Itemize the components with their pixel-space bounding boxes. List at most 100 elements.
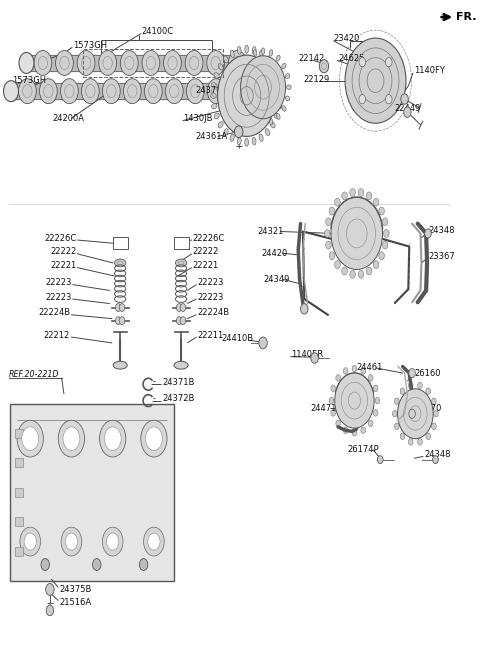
Text: 1140FY: 1140FY xyxy=(414,66,445,76)
Circle shape xyxy=(345,38,406,124)
Circle shape xyxy=(329,252,335,260)
Circle shape xyxy=(385,95,392,104)
Text: 22222: 22222 xyxy=(193,247,219,256)
Circle shape xyxy=(176,304,182,311)
Circle shape xyxy=(61,527,82,556)
Circle shape xyxy=(382,218,388,226)
Ellipse shape xyxy=(218,64,223,70)
Circle shape xyxy=(379,207,384,215)
Bar xyxy=(15,459,23,468)
Ellipse shape xyxy=(252,137,256,145)
Circle shape xyxy=(418,439,422,445)
Ellipse shape xyxy=(218,122,223,128)
Circle shape xyxy=(385,58,392,67)
Ellipse shape xyxy=(276,83,282,88)
Circle shape xyxy=(119,317,125,325)
Ellipse shape xyxy=(176,259,187,267)
Circle shape xyxy=(116,317,121,325)
Ellipse shape xyxy=(115,259,126,267)
Ellipse shape xyxy=(56,51,73,76)
Ellipse shape xyxy=(214,113,219,119)
Text: 22142: 22142 xyxy=(298,54,324,63)
Circle shape xyxy=(426,388,431,394)
Text: FR.: FR. xyxy=(456,12,477,22)
Ellipse shape xyxy=(212,103,217,109)
Text: 22224B: 22224B xyxy=(197,308,229,317)
Circle shape xyxy=(373,261,379,269)
Text: 22449: 22449 xyxy=(394,104,420,113)
Ellipse shape xyxy=(245,139,249,147)
Circle shape xyxy=(235,126,243,138)
Circle shape xyxy=(377,456,383,464)
Text: 22223: 22223 xyxy=(46,292,72,302)
Ellipse shape xyxy=(207,51,225,76)
Circle shape xyxy=(368,420,373,426)
Text: 1573GH: 1573GH xyxy=(12,76,47,85)
Circle shape xyxy=(20,527,40,556)
Text: 24420: 24420 xyxy=(262,248,288,258)
Circle shape xyxy=(373,198,379,206)
Ellipse shape xyxy=(60,79,78,104)
Circle shape xyxy=(352,365,357,372)
Ellipse shape xyxy=(269,50,273,56)
Circle shape xyxy=(366,267,372,275)
Circle shape xyxy=(432,456,438,464)
Circle shape xyxy=(116,304,121,311)
Circle shape xyxy=(325,241,331,249)
Circle shape xyxy=(46,583,54,595)
Text: 24349: 24349 xyxy=(263,275,289,284)
Text: 24348: 24348 xyxy=(428,225,455,235)
Ellipse shape xyxy=(164,51,181,76)
Circle shape xyxy=(400,433,405,440)
Ellipse shape xyxy=(214,73,219,78)
Ellipse shape xyxy=(186,79,204,104)
Ellipse shape xyxy=(212,83,217,88)
Text: 24371B: 24371B xyxy=(162,378,195,387)
Circle shape xyxy=(359,58,366,67)
Text: 21516A: 21516A xyxy=(59,598,91,607)
Text: 23420: 23420 xyxy=(333,34,360,43)
Text: 24370B: 24370B xyxy=(195,86,228,95)
Text: 26174P: 26174P xyxy=(348,445,379,454)
Circle shape xyxy=(93,558,101,570)
Text: 22129: 22129 xyxy=(303,75,329,84)
Circle shape xyxy=(358,189,364,196)
Ellipse shape xyxy=(211,93,216,99)
Ellipse shape xyxy=(253,118,257,125)
Circle shape xyxy=(432,398,436,405)
Circle shape xyxy=(324,229,330,237)
Circle shape xyxy=(145,427,162,451)
Text: 22222: 22222 xyxy=(50,247,77,256)
Bar xyxy=(15,517,23,526)
Circle shape xyxy=(319,60,329,73)
Ellipse shape xyxy=(77,51,95,76)
Circle shape xyxy=(139,558,148,570)
Circle shape xyxy=(335,198,340,206)
Circle shape xyxy=(144,527,164,556)
Ellipse shape xyxy=(142,51,160,76)
Ellipse shape xyxy=(274,73,279,78)
Text: 22221: 22221 xyxy=(50,261,77,270)
Circle shape xyxy=(418,382,422,389)
Text: 23367: 23367 xyxy=(428,252,455,261)
Circle shape xyxy=(395,423,399,430)
Circle shape xyxy=(180,317,186,325)
Text: 24471: 24471 xyxy=(310,404,336,413)
Circle shape xyxy=(382,241,388,249)
Bar xyxy=(15,547,23,556)
Ellipse shape xyxy=(276,103,282,109)
Text: 22212: 22212 xyxy=(44,330,70,340)
Ellipse shape xyxy=(99,51,117,76)
Circle shape xyxy=(400,388,405,394)
Ellipse shape xyxy=(282,106,286,111)
Circle shape xyxy=(104,427,121,451)
Circle shape xyxy=(392,411,397,417)
Ellipse shape xyxy=(259,134,263,141)
Ellipse shape xyxy=(246,55,250,61)
Ellipse shape xyxy=(19,79,36,104)
Text: 24348: 24348 xyxy=(425,450,451,459)
Text: 22226C: 22226C xyxy=(193,233,225,242)
Text: 1573GH: 1573GH xyxy=(73,41,108,50)
Ellipse shape xyxy=(224,129,228,135)
Circle shape xyxy=(361,427,366,434)
